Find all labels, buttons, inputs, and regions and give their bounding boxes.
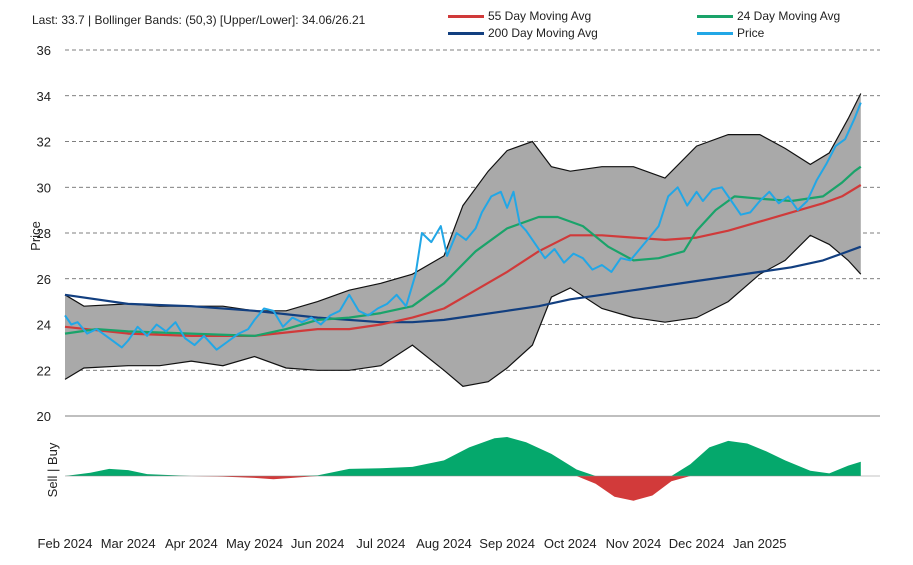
legend-item-price: Price (697, 26, 764, 40)
upper-band-line (64, 93, 862, 312)
x-tick-label-9: Nov 2024 (606, 536, 662, 551)
x-tick-label-5: Jul 2024 (356, 536, 405, 551)
chart-header: Last: 33.7 | Bollinger Bands: (50,3) [Up… (32, 13, 366, 27)
legend-swatch-200day (448, 31, 484, 35)
x-tick-label-2: Apr 2024 (165, 536, 218, 551)
legend-swatch-24day (697, 14, 733, 18)
legend-item-55day: 55 Day Moving Avg (448, 9, 591, 23)
x-tick-label-10: Dec 2024 (669, 536, 725, 551)
y-tick-label-22: 22 (37, 363, 51, 378)
x-tick-label-11: Jan 2025 (733, 536, 787, 551)
ma55-line (64, 184, 862, 337)
legend-item-24day: 24 Day Moving Avg (697, 9, 840, 23)
legend-swatch-55day (448, 14, 484, 18)
ma200-line (64, 245, 862, 324)
legend-label-price: Price (737, 26, 765, 40)
legend-label-24day: 24 Day Moving Avg (737, 9, 841, 23)
x-tick-label-0: Feb 2024 (38, 536, 93, 551)
y-tick-label-36: 36 (37, 43, 51, 58)
y-tick-label-28: 28 (37, 226, 51, 241)
sell-buy-oscillator (65, 437, 880, 501)
y-axis-title: Price (28, 221, 43, 251)
legend-label-55day: 55 Day Moving Avg (488, 9, 592, 23)
bollinger-bands (64, 93, 862, 387)
y-tick-label-24: 24 (37, 318, 51, 333)
oscillator-axis-title: Sell | Buy (45, 442, 60, 497)
x-axis-ticks: Feb 2024 Mar 2024 Apr 2024 May 2024 Jun 2024… (38, 536, 787, 551)
y-tick-label-20: 20 (37, 409, 51, 424)
sell-area (65, 476, 861, 501)
x-tick-label-4: Jun 2024 (291, 536, 345, 551)
price-line (64, 102, 862, 351)
y-tick-label-26: 26 (37, 272, 51, 287)
y-tick-label-32: 32 (37, 135, 51, 150)
bollinger-band-fill (65, 93, 861, 387)
x-tick-label-7: Sep 2024 (479, 536, 535, 551)
ma24-line (64, 165, 862, 337)
legend-label-200day: 200 Day Moving Avg (488, 26, 598, 40)
x-tick-label-3: May 2024 (226, 536, 283, 551)
x-tick-label-6: Aug 2024 (416, 536, 472, 551)
y-axis-ticks: 20 22 24 26 28 30 32 34 36 (37, 43, 51, 424)
x-tick-label-1: Mar 2024 (101, 536, 156, 551)
series-lines (64, 102, 862, 351)
y-tick-label-34: 34 (37, 89, 51, 104)
buy-area (65, 437, 861, 476)
legend-item-200day: 200 Day Moving Avg (448, 26, 598, 40)
y-tick-label-30: 30 (37, 180, 51, 195)
legend-swatch-price (697, 31, 733, 35)
x-tick-label-8: Oct 2024 (544, 536, 597, 551)
